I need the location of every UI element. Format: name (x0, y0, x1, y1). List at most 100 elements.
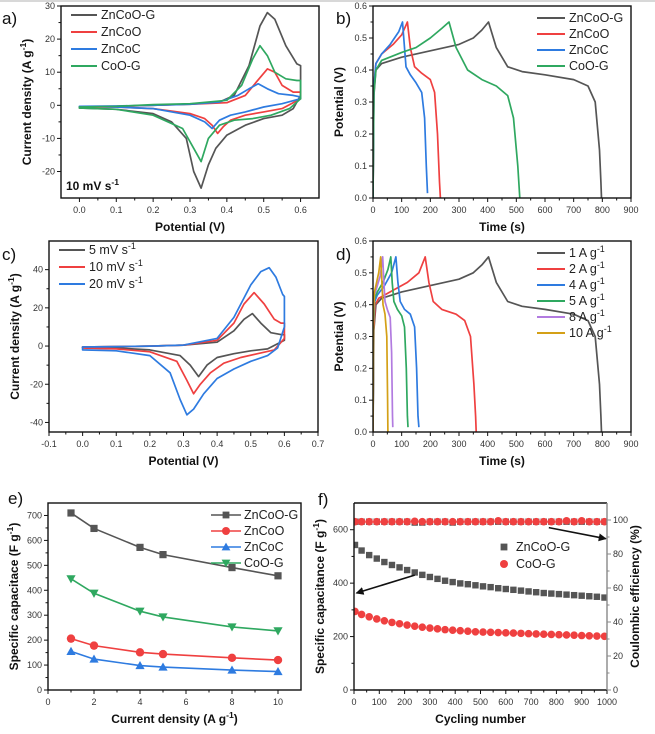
y-tick-label: -20 (42, 167, 55, 177)
y-axis-label: Potential (V) (332, 67, 346, 137)
y2-tick-label: 0 (613, 685, 618, 695)
y-tick-label: 400 (333, 578, 348, 588)
arrow-to-left-axis (355, 574, 415, 595)
scan-rate-annotation: 10 mV s-1 (66, 177, 119, 193)
data-point (517, 587, 525, 594)
data-point (410, 517, 419, 526)
plot-frame (60, 5, 320, 199)
legend-label: 2 A g-1 (569, 260, 605, 276)
data-point (227, 623, 237, 632)
y-tick-label: 0.1 (354, 395, 367, 405)
legend-label: 4 A g-1 (569, 276, 605, 292)
legend: ZnCoO-G ZnCoO ZnCoC CoO-G (71, 8, 155, 73)
data-point (457, 580, 464, 587)
data-point (570, 631, 578, 640)
legend-label: 20 mV s-1 (89, 275, 143, 291)
data-point (570, 591, 578, 599)
x-tick-label: 0.5 (244, 439, 257, 449)
legend-label: 8 A g-1 (569, 308, 605, 324)
data-point (524, 517, 533, 526)
data-point (532, 517, 540, 526)
y-tick-label: 0.6 (354, 1, 367, 11)
data-point (380, 517, 389, 526)
x-tick-label: 0.2 (144, 439, 157, 449)
y-tick-label: 700 (27, 510, 42, 520)
series-line-4 A g⁻¹ (373, 256, 420, 432)
legend-label: 10 A g-1 (569, 324, 612, 340)
data-point (158, 613, 168, 622)
series-line-ZnCoC (373, 21, 429, 198)
data-point (426, 573, 434, 581)
data-point (479, 583, 487, 590)
data-point (525, 588, 532, 595)
data-point (403, 566, 411, 574)
panel-label: e) (8, 489, 23, 508)
x-tick-label: 0.1 (110, 439, 123, 449)
data-point (135, 660, 145, 670)
data-point (547, 517, 556, 526)
legend-label: 10 mV s-1 (89, 258, 143, 274)
data-point (464, 627, 472, 636)
data-point (381, 558, 388, 566)
series-line-CoO-G (373, 21, 521, 198)
legend: ZnCoO-G ZnCoO ZnCoC CoO-G (211, 508, 298, 570)
x-tick-label: 200 (397, 697, 412, 707)
data-point (273, 627, 283, 636)
data-point (159, 551, 167, 559)
data-point (494, 517, 503, 525)
legend: 1 A g-12 A g-14 A g-15 A g-18 A g-110 A … (537, 244, 612, 340)
series-line-ZnCoO-G (373, 21, 603, 198)
series-line-ZnCoC (70, 650, 279, 673)
x-tick-label: 300 (451, 205, 466, 215)
x-tick-label: 0.5 (257, 205, 270, 215)
data-point (395, 619, 404, 628)
x-tick-label: 0.4 (211, 439, 224, 449)
x-tick-label: 2 (91, 697, 96, 707)
data-point (227, 653, 237, 663)
x-axis-label: Time (s) (479, 220, 525, 234)
panel-label: a) (2, 9, 17, 28)
x-tick-label: 700 (566, 205, 581, 215)
legend: ZnCoO-G CoO-G (500, 540, 570, 571)
x-tick-label: 100 (394, 439, 409, 449)
x-tick-label: 400 (480, 205, 495, 215)
data-point (456, 626, 465, 635)
x-tick-label: 0.7 (312, 439, 325, 449)
legend-label: ZnCoO (569, 27, 610, 41)
x-tick-label: 0.6 (278, 439, 291, 449)
y-axis-label: Specific capacitace (F g-1) (5, 523, 21, 671)
x-tick-label: 200 (423, 205, 438, 215)
x-tick-label: 0.3 (177, 439, 190, 449)
data-point (354, 607, 359, 616)
y-tick-label: 0.0 (354, 427, 367, 437)
y2-axis-label: Coulombic efficiency (%) (628, 525, 642, 668)
y2-tick-label: 100 (613, 515, 628, 525)
data-point (555, 590, 563, 598)
top-border (0, 0, 655, 2)
y2-tick-label: 60 (613, 583, 623, 593)
chart-panel-d: 0 100 200 300 400 500 600 700 800 900 0.0 0.1 0.2 0.3… (332, 236, 639, 468)
chart-panel-a: 0.0 0.1 0.2 0.3 0.4 0.5 0.6 -20 -10 0 10 20 30 Potent… (2, 1, 320, 234)
data-point (524, 629, 533, 638)
data-point (388, 517, 396, 526)
data-point (448, 626, 457, 634)
data-point (486, 517, 495, 526)
data-point (555, 517, 563, 526)
data-point (593, 517, 601, 526)
data-point (403, 621, 411, 629)
x-tick-label: 300 (422, 697, 437, 707)
data-point (441, 625, 449, 634)
legend-label: ZnCoO-G (101, 8, 155, 22)
data-point (365, 613, 373, 621)
plot-area (373, 21, 603, 198)
y-tick-label: 500 (27, 560, 42, 570)
x-tick-label: 800 (549, 697, 564, 707)
data-point (373, 555, 380, 562)
data-point (495, 585, 502, 592)
x-tick-label: 0.3 (184, 205, 197, 215)
y-tick-label: 0.3 (354, 332, 367, 342)
series-line-ZnCoO-G (70, 512, 279, 577)
x-tick-label: 100 (372, 697, 387, 707)
